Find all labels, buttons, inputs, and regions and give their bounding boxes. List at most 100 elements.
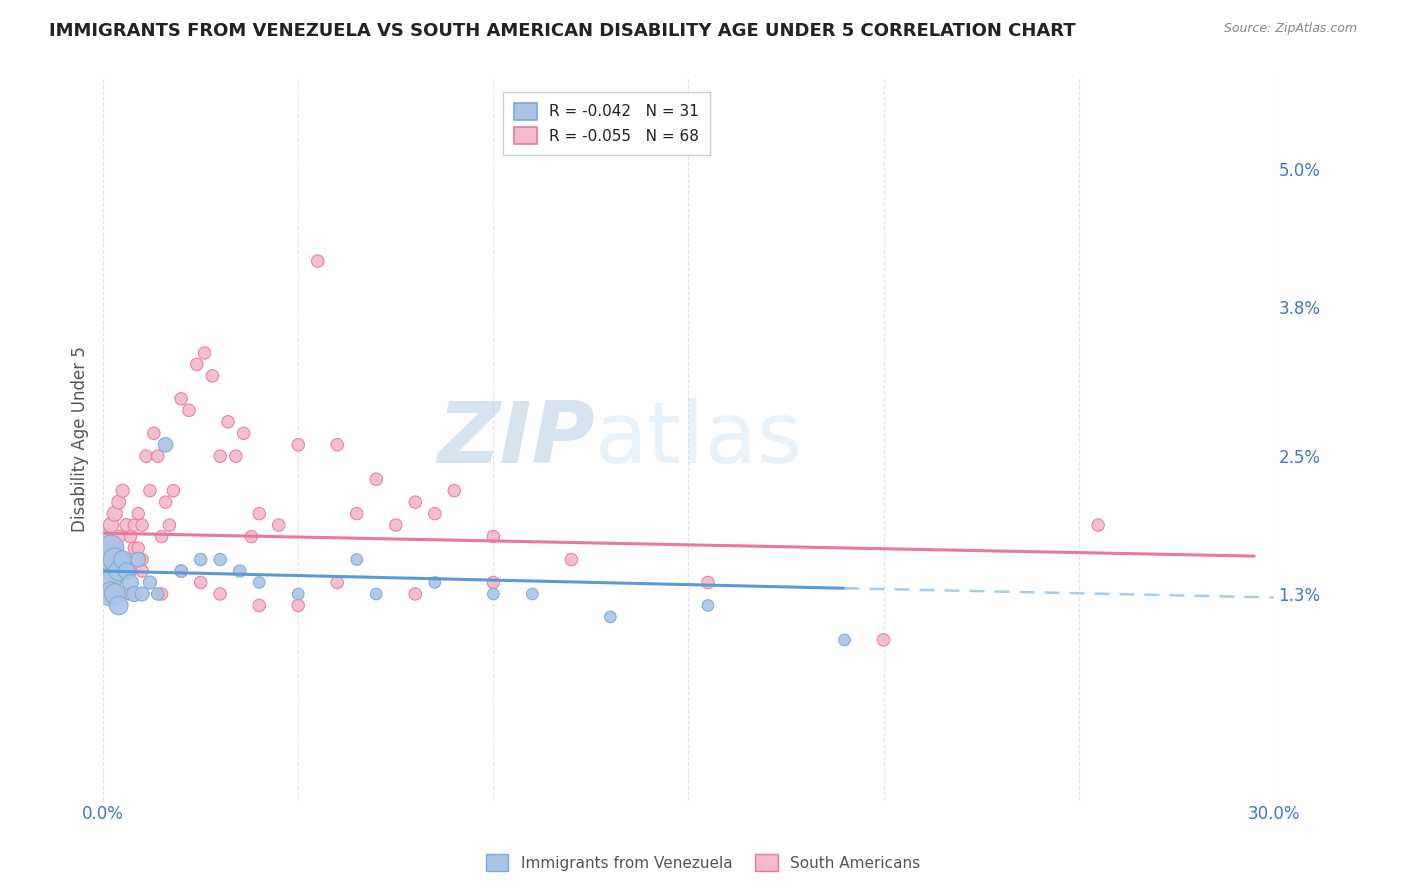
Point bbox=[115, 564, 138, 578]
Point bbox=[127, 541, 149, 555]
Point bbox=[150, 587, 173, 601]
Point bbox=[201, 368, 224, 383]
Point bbox=[177, 403, 200, 417]
Point bbox=[287, 587, 309, 601]
Point bbox=[107, 495, 129, 509]
Point bbox=[104, 575, 127, 590]
Point bbox=[127, 507, 149, 521]
Point bbox=[186, 358, 208, 372]
Point bbox=[326, 438, 349, 452]
Point bbox=[135, 449, 157, 463]
Point bbox=[120, 530, 142, 544]
Point bbox=[194, 346, 217, 360]
Point bbox=[482, 530, 505, 544]
Point bbox=[287, 599, 309, 613]
Point bbox=[104, 587, 127, 601]
Point bbox=[697, 599, 720, 613]
Point bbox=[131, 564, 153, 578]
Point bbox=[404, 495, 426, 509]
Point bbox=[307, 254, 329, 268]
Point bbox=[124, 541, 146, 555]
Point bbox=[155, 438, 177, 452]
Point bbox=[1087, 518, 1109, 533]
Point bbox=[247, 599, 270, 613]
Point bbox=[560, 552, 582, 566]
Point bbox=[423, 575, 446, 590]
Point bbox=[404, 587, 426, 601]
Point bbox=[100, 587, 122, 601]
Point bbox=[150, 530, 173, 544]
Point bbox=[111, 552, 134, 566]
Point bbox=[423, 507, 446, 521]
Point bbox=[599, 610, 621, 624]
Point bbox=[100, 518, 122, 533]
Point bbox=[96, 575, 118, 590]
Point bbox=[111, 552, 134, 566]
Point bbox=[111, 564, 134, 578]
Point bbox=[127, 552, 149, 566]
Point bbox=[217, 415, 239, 429]
Point bbox=[107, 530, 129, 544]
Point bbox=[159, 518, 181, 533]
Point bbox=[522, 587, 544, 601]
Point bbox=[346, 552, 368, 566]
Legend: R = -0.042   N = 31, R = -0.055   N = 68: R = -0.042 N = 31, R = -0.055 N = 68 bbox=[503, 92, 710, 154]
Point bbox=[131, 518, 153, 533]
Point bbox=[384, 518, 406, 533]
Point bbox=[115, 552, 138, 566]
Point bbox=[104, 541, 127, 555]
Point bbox=[107, 564, 129, 578]
Point bbox=[120, 564, 142, 578]
Point bbox=[155, 495, 177, 509]
Text: IMMIGRANTS FROM VENEZUELA VS SOUTH AMERICAN DISABILITY AGE UNDER 5 CORRELATION C: IMMIGRANTS FROM VENEZUELA VS SOUTH AMERI… bbox=[49, 22, 1076, 40]
Point bbox=[346, 507, 368, 521]
Point bbox=[170, 564, 193, 578]
Point bbox=[225, 449, 247, 463]
Point bbox=[232, 426, 254, 441]
Point bbox=[228, 564, 250, 578]
Point bbox=[115, 518, 138, 533]
Point bbox=[107, 599, 129, 613]
Point bbox=[482, 587, 505, 601]
Point bbox=[209, 587, 232, 601]
Point bbox=[104, 507, 127, 521]
Point bbox=[100, 552, 122, 566]
Point bbox=[240, 530, 263, 544]
Point bbox=[142, 426, 165, 441]
Point bbox=[100, 587, 122, 601]
Point bbox=[111, 483, 134, 498]
Point bbox=[872, 632, 894, 647]
Point bbox=[139, 483, 162, 498]
Point bbox=[162, 483, 184, 498]
Point bbox=[131, 587, 153, 601]
Point bbox=[366, 587, 388, 601]
Text: ZIP: ZIP bbox=[437, 398, 595, 481]
Point bbox=[267, 518, 290, 533]
Point bbox=[190, 575, 212, 590]
Point bbox=[326, 575, 349, 590]
Point bbox=[482, 575, 505, 590]
Legend: Immigrants from Venezuela, South Americans: Immigrants from Venezuela, South America… bbox=[479, 848, 927, 877]
Point bbox=[146, 449, 169, 463]
Point bbox=[209, 552, 232, 566]
Y-axis label: Disability Age Under 5: Disability Age Under 5 bbox=[72, 346, 89, 532]
Point bbox=[96, 552, 118, 566]
Point bbox=[366, 472, 388, 486]
Point bbox=[104, 552, 127, 566]
Point bbox=[170, 564, 193, 578]
Text: atlas: atlas bbox=[595, 398, 803, 481]
Point bbox=[139, 575, 162, 590]
Point bbox=[100, 541, 122, 555]
Point bbox=[834, 632, 856, 647]
Point bbox=[697, 575, 720, 590]
Point bbox=[96, 564, 118, 578]
Point bbox=[120, 587, 142, 601]
Point bbox=[124, 518, 146, 533]
Point bbox=[96, 530, 118, 544]
Text: Source: ZipAtlas.com: Source: ZipAtlas.com bbox=[1223, 22, 1357, 36]
Point bbox=[209, 449, 232, 463]
Point bbox=[287, 438, 309, 452]
Point bbox=[247, 575, 270, 590]
Point bbox=[170, 392, 193, 406]
Point bbox=[131, 552, 153, 566]
